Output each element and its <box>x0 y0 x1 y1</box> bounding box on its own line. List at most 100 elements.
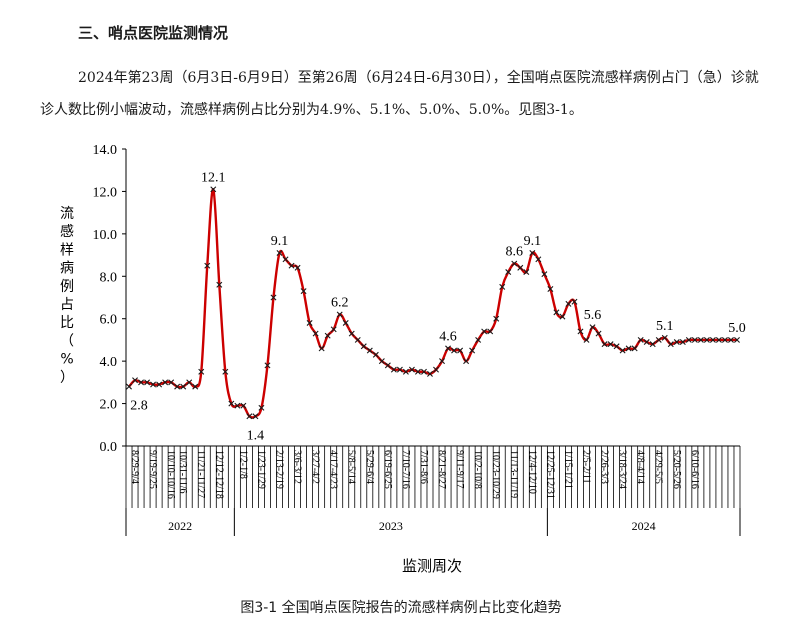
y-axis-label-char: 占 <box>60 297 74 313</box>
data-point-marker <box>601 341 608 348</box>
data-point-marker <box>547 286 554 293</box>
data-point-marker <box>174 383 181 390</box>
y-axis-label-char: 比 <box>60 315 74 331</box>
data-label: 2.8 <box>130 399 148 414</box>
data-point-marker <box>192 383 199 390</box>
y-axis-label-char: 样 <box>60 242 74 258</box>
x-tick-label: 6/10-6/16 <box>689 450 700 489</box>
data-label: 5.6 <box>584 308 602 323</box>
data-point-marker <box>697 336 704 343</box>
data-point-marker <box>216 281 223 288</box>
data-point-marker <box>583 336 590 343</box>
x-tick-label: 5/29-6/4 <box>364 450 375 484</box>
data-point-marker <box>649 341 656 348</box>
x-tick-label: 4/8-4/14 <box>635 450 646 484</box>
ili-series <box>126 186 740 420</box>
data-point-marker <box>282 256 289 263</box>
data-label: 4.6 <box>439 329 457 344</box>
data-point-marker <box>589 324 596 331</box>
data-point-marker <box>210 186 217 193</box>
y-tick-label: 12.0 <box>93 185 118 200</box>
data-point-marker <box>300 288 307 295</box>
data-point-marker <box>619 347 626 354</box>
data-point-marker <box>505 269 512 276</box>
data-point-marker <box>679 339 686 346</box>
y-tick-label: 2.0 <box>100 398 118 413</box>
x-tick-label: 10/2-10/8 <box>472 450 483 489</box>
data-point-marker <box>318 345 325 352</box>
data-point-marker <box>469 347 476 354</box>
data-point-marker <box>553 309 560 316</box>
data-point-marker <box>234 402 241 409</box>
figure-caption: 图3-1 全国哨点医院报告的流感样病例占比变化趋势 <box>240 600 562 616</box>
x-axis: 8/29-9/4 9/19-9/25 10/10-10/16 10/31-11/6 11… <box>125 445 741 536</box>
y-tick-label: 10.0 <box>93 228 118 243</box>
data-point-marker <box>348 330 355 337</box>
data-point-marker <box>535 256 542 263</box>
summary-paragraph: 2024年第23周（6月3日-6月9日）至第26周（6月24日-6月30日），全… <box>40 70 759 118</box>
x-tick-label: 12/12-12/18 <box>213 450 224 499</box>
data-point-marker <box>366 347 373 354</box>
x-tick-label: 3/18-3/24 <box>617 450 628 489</box>
x-tick-label: 1/15-1/21 <box>562 450 573 489</box>
data-point-marker <box>150 381 157 388</box>
data-point-marker <box>408 366 415 373</box>
x-tick-label: 5/8-5/14 <box>346 450 357 484</box>
data-point-marker <box>126 383 132 390</box>
data-point-marker <box>258 404 265 411</box>
y-tick-label: 6.0 <box>100 313 118 328</box>
data-point-marker <box>264 362 271 369</box>
data-point-marker <box>655 336 662 343</box>
series-line <box>128 188 737 419</box>
data-point-marker <box>541 271 548 278</box>
data-point-marker <box>637 336 644 343</box>
data-point-marker <box>312 330 319 337</box>
data-label: 1.4 <box>247 428 265 443</box>
data-point-marker <box>445 345 452 352</box>
data-point-marker <box>396 366 403 373</box>
data-point-marker <box>324 332 331 339</box>
data-label: 6.2 <box>331 295 349 310</box>
data-point-marker <box>384 362 391 369</box>
data-point-marker <box>402 368 409 375</box>
data-point-marker <box>523 269 530 276</box>
x-tick-label: 12/25-12/31 <box>544 450 555 499</box>
data-label: 8.6 <box>506 245 524 260</box>
x-tick-label: 8/21-8/27 <box>436 450 447 489</box>
data-point-marker <box>276 249 283 256</box>
y-axis-label-char: 感 <box>60 223 74 240</box>
year-label: 2022 <box>168 519 192 533</box>
x-tick-label: 5/20-5/26 <box>671 450 682 489</box>
data-point-marker <box>228 400 235 407</box>
x-tick-label: 11/13-11/19 <box>508 450 519 498</box>
y-axis-label: 流感样病例占比 （% ） <box>60 206 74 386</box>
data-point-marker <box>414 368 421 375</box>
x-tick-label: 9/11-9/17 <box>454 450 465 489</box>
data-point-marker <box>673 339 680 346</box>
data-point-marker <box>433 366 439 373</box>
x-tick-label: 2/26-3/3 <box>599 450 610 484</box>
data-point-marker <box>703 336 710 343</box>
data-label: 5.0 <box>728 321 746 336</box>
y-tick-label: 14.0 <box>93 143 118 158</box>
data-point-marker <box>481 328 488 335</box>
data-label: 9.1 <box>524 234 542 249</box>
data-point-marker <box>156 381 163 388</box>
data-point-marker <box>721 336 728 343</box>
x-tick-label: 6/19-6/25 <box>382 450 393 489</box>
data-point-marker <box>493 315 500 322</box>
x-tick-label: 10/31-11/6 <box>177 450 188 494</box>
data-point-marker <box>186 379 193 386</box>
data-point-marker <box>342 319 349 326</box>
data-point-marker <box>439 358 446 365</box>
y-tick-label: 8.0 <box>100 270 118 285</box>
y-axis-label-char: 病 <box>60 261 74 277</box>
data-point-marker <box>565 300 572 307</box>
y-axis-label-char: 例 <box>60 279 74 295</box>
data-point-marker <box>330 326 337 333</box>
data-point-marker <box>372 351 379 358</box>
x-tick-label: 8/29-9/4 <box>129 450 140 484</box>
data-point-marker <box>138 379 145 386</box>
data-point-marker <box>691 336 698 343</box>
data-point-marker <box>306 319 313 326</box>
